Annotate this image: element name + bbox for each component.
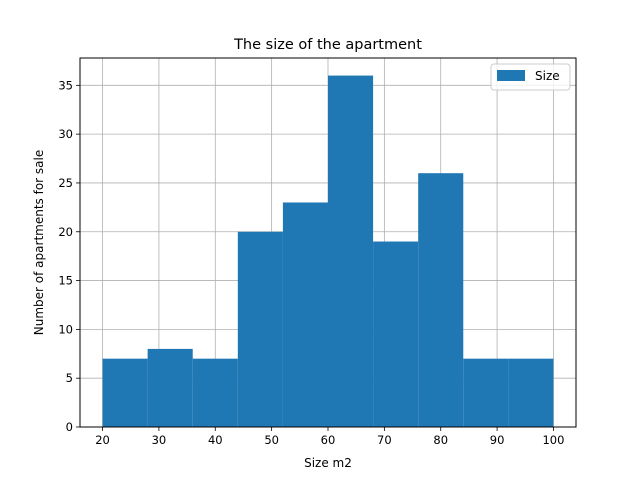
y-tick-label: 0 bbox=[66, 420, 73, 434]
histogram-bar bbox=[192, 358, 238, 427]
y-tick-label: 35 bbox=[58, 78, 73, 92]
x-tick-label: 80 bbox=[433, 433, 448, 447]
y-tick-label: 20 bbox=[58, 225, 73, 239]
x-tick-label: 40 bbox=[208, 433, 223, 447]
histogram-bar bbox=[418, 173, 464, 427]
y-axis-label: Number of apartments for sale bbox=[32, 150, 46, 335]
x-tick-label: 100 bbox=[542, 433, 564, 447]
x-tick-label: 90 bbox=[490, 433, 505, 447]
legend: Size bbox=[490, 63, 571, 91]
x-tick-label: 30 bbox=[152, 433, 167, 447]
histogram-bar bbox=[373, 241, 419, 427]
histogram-bar bbox=[508, 358, 554, 427]
x-axis-label: Size m2 bbox=[304, 456, 352, 470]
histogram-bar bbox=[102, 358, 148, 427]
chart-title: The size of the apartment bbox=[233, 37, 422, 53]
y-tick-label: 25 bbox=[58, 176, 73, 190]
legend-label: Size bbox=[535, 69, 560, 83]
y-axis-ticks: 0 5 10 15 20 25 30 35 bbox=[58, 78, 80, 434]
x-tick-label: 50 bbox=[264, 433, 279, 447]
x-tick-label: 70 bbox=[377, 433, 392, 447]
histogram-bar bbox=[328, 75, 374, 428]
x-tick-label: 60 bbox=[321, 433, 336, 447]
y-tick-label: 15 bbox=[58, 274, 73, 288]
x-tick-label: 20 bbox=[95, 433, 110, 447]
y-tick-label: 10 bbox=[58, 322, 73, 336]
histogram-bars bbox=[102, 75, 554, 428]
y-tick-label: 30 bbox=[58, 127, 73, 141]
histogram-bar bbox=[237, 231, 283, 427]
x-axis-ticks: 20 30 40 50 60 70 80 90 100 bbox=[95, 427, 564, 447]
histogram-bar bbox=[282, 202, 328, 427]
histogram-bar bbox=[147, 348, 193, 427]
histogram-bar bbox=[463, 358, 509, 427]
y-tick-label: 5 bbox=[66, 371, 73, 385]
legend-swatch bbox=[497, 70, 525, 81]
